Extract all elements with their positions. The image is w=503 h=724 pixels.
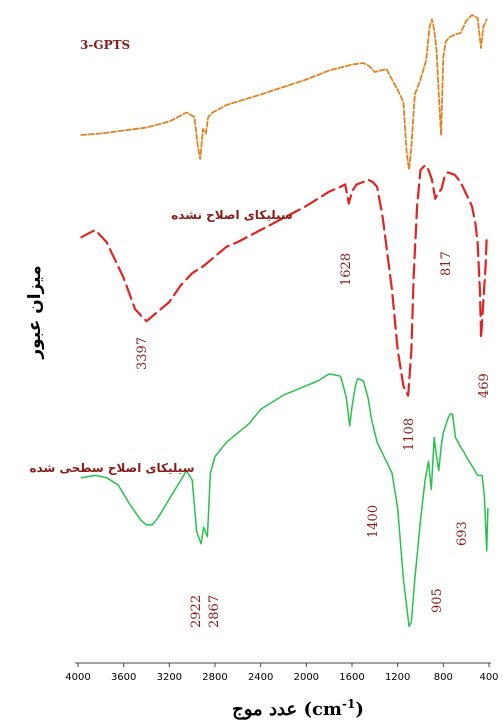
y-axis-label: میزان عبور xyxy=(25,265,45,359)
peak-label-905: 905 xyxy=(430,588,445,613)
x-axis-label: عدد موج (cm-1) xyxy=(232,697,364,720)
peak-label-1400: 1400 xyxy=(366,505,381,538)
peak-label-693: 693 xyxy=(455,521,470,546)
series-label-gpts: 3-GPTS xyxy=(80,38,130,52)
x-axis-label-sup: -1 xyxy=(342,697,355,711)
x-tick-label: 800 xyxy=(434,672,453,683)
series-gpts-line xyxy=(80,14,488,171)
x-tick-label: 2400 xyxy=(248,672,273,683)
peak-label-2922: 2922 xyxy=(189,595,204,628)
x-tick-label: 4000 xyxy=(65,672,90,683)
x-tick-label: 1600 xyxy=(339,672,364,683)
x-tick-label: 400 xyxy=(479,672,498,683)
series-label-unmodified: سیلیکای اصلاح نشده xyxy=(171,208,293,222)
series-unmodified-line xyxy=(80,164,488,397)
x-tick-label: 3600 xyxy=(111,672,136,683)
series-modified-line xyxy=(80,373,489,628)
series-group xyxy=(80,14,489,628)
x-tick-label: 2000 xyxy=(294,672,319,683)
x-axis-ticks: 4000 3600 3200 2800 2400 2000 1600 1200 800 400 xyxy=(65,663,499,683)
x-axis-label-text: عدد موج (cm xyxy=(232,699,342,720)
peak-label-817: 817 xyxy=(439,251,454,276)
peak-label-1108: 1108 xyxy=(402,418,417,451)
peak-label-469: 469 xyxy=(477,373,492,398)
x-axis-label-close: ) xyxy=(355,699,364,720)
peak-label-3397: 3397 xyxy=(135,337,150,370)
x-tick-label: 2800 xyxy=(202,672,227,683)
peak-label-2867: 2867 xyxy=(207,595,222,628)
peak-label-1628: 1628 xyxy=(339,253,354,286)
x-tick-label: 1200 xyxy=(385,672,410,683)
series-label-modified: سیلیکای اصلاح سطحی شده xyxy=(29,461,194,475)
x-tick-label: 3200 xyxy=(157,672,182,683)
